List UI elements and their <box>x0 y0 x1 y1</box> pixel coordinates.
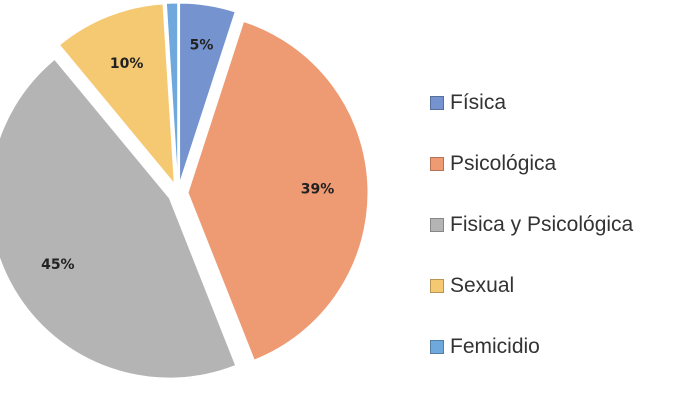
pie-slice-2 <box>187 20 369 361</box>
data-label-1: 5% <box>190 37 214 53</box>
pie-slices <box>0 2 369 379</box>
pie-slice-5 <box>165 2 179 184</box>
legend-label: Psicológica <box>450 152 557 175</box>
pie-chart: 5%39%45%10%1% <box>0 2 369 379</box>
legend-swatch <box>430 340 444 354</box>
legend-swatch <box>430 279 444 293</box>
legend-item-1: Física <box>430 88 633 118</box>
pie-slice-4 <box>58 3 175 186</box>
data-label-3: 45% <box>41 257 75 273</box>
legend-label: Femicidio <box>450 335 540 358</box>
pie-slice-1 <box>179 2 236 184</box>
legend-item-5: Femicidio <box>430 332 633 362</box>
legend-swatch <box>430 157 444 171</box>
data-label-2: 39% <box>301 182 335 198</box>
pie-data-labels: 5%39%45%10%1% <box>41 37 335 273</box>
legend-label: Física <box>450 91 507 114</box>
legend-item-2: Psicológica <box>430 149 633 179</box>
legend-item-3: Fisica y Psicológica <box>430 210 633 240</box>
data-label-4: 10% <box>110 56 144 72</box>
legend-swatch <box>430 218 444 232</box>
legend-label: Sexual <box>450 274 515 297</box>
chart-legend: Física Psicológica Fisica y Psicológica Sex… <box>430 88 633 393</box>
pie-slice-3 <box>0 58 237 379</box>
legend-item-4: Sexual <box>430 271 633 301</box>
legend-label: Fisica y Psicológica <box>450 213 634 236</box>
legend-swatch <box>430 96 444 110</box>
